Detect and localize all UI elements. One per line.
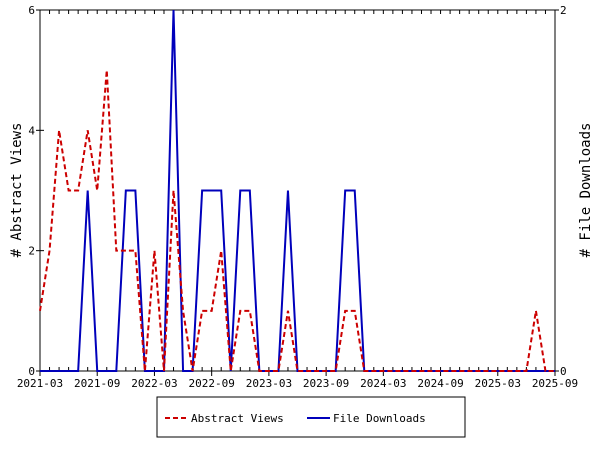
y2-axis-label: # File Downloads	[578, 123, 594, 258]
x-tick-label: 2025-09	[532, 377, 578, 390]
y-tick-label: 0	[28, 365, 35, 378]
y-tick-label: 2	[28, 245, 35, 258]
x-tick-label: 2021-03	[17, 377, 63, 390]
y2-tick-label: 0	[560, 365, 567, 378]
legend-label-views: Abstract Views	[191, 412, 284, 425]
legend: Abstract Views File Downloads	[157, 397, 465, 437]
y-tick-label: 4	[28, 124, 35, 137]
x-tick-label: 2023-09	[303, 377, 349, 390]
legend-label-downloads: File Downloads	[333, 412, 426, 425]
y-tick-label: 6	[28, 4, 35, 17]
x-tick-label: 2022-09	[188, 377, 234, 390]
y2-tick-label: 2	[560, 4, 567, 17]
x-tick-label: 2023-03	[246, 377, 292, 390]
x-tick-label: 2024-03	[360, 377, 406, 390]
y-axis-label: # Abstract Views	[9, 123, 25, 258]
plot-area	[40, 10, 555, 371]
x-tick-label: 2021-09	[74, 377, 120, 390]
x-tick-label: 2025-03	[475, 377, 521, 390]
x-tick-label: 2024-09	[417, 377, 463, 390]
x-tick-label: 2022-03	[131, 377, 177, 390]
